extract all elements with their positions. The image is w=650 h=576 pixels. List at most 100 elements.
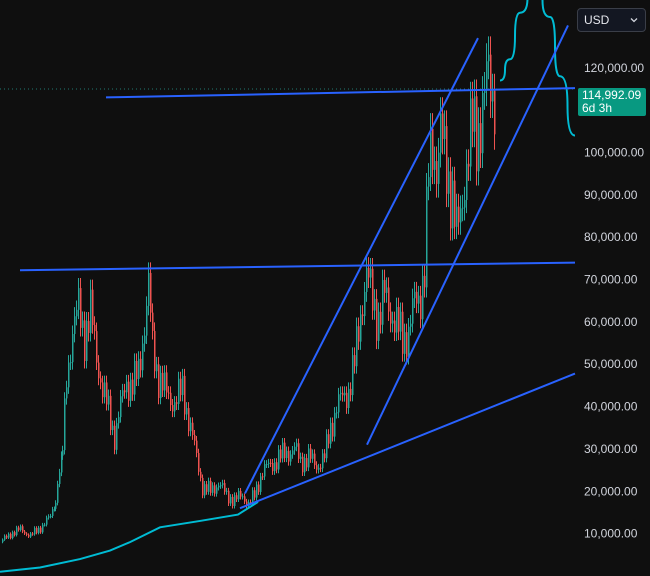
candle-body — [194, 434, 196, 441]
candle-body — [400, 311, 402, 332]
currency-dropdown[interactable]: USD — [577, 8, 646, 32]
candle-body — [442, 113, 444, 140]
candle-body — [268, 462, 270, 465]
candle-body — [336, 412, 338, 414]
candle-body — [224, 483, 226, 492]
candle-body — [294, 446, 296, 451]
candle-body — [102, 382, 104, 398]
candle-body — [126, 381, 128, 393]
candle-body — [154, 330, 156, 372]
y-axis-tick-label: 70,000.00 — [584, 273, 638, 287]
y-axis-tick-label: 120,000.00 — [584, 61, 644, 75]
candle-body — [256, 484, 258, 498]
candle-body — [234, 495, 236, 506]
candle-body — [476, 96, 478, 172]
candle-body — [412, 298, 414, 324]
candle-body — [330, 422, 332, 444]
candle-body — [216, 487, 218, 494]
candle-body — [452, 180, 454, 229]
candle-body — [86, 320, 88, 361]
candle-body — [238, 490, 240, 500]
candle-body — [96, 331, 98, 363]
candle-body — [432, 128, 434, 170]
candle-body — [300, 456, 302, 459]
candle-body — [62, 450, 64, 456]
candle-body — [170, 392, 172, 406]
candle-body — [422, 275, 424, 320]
candle-body — [332, 422, 334, 437]
candle-body — [380, 311, 382, 325]
candle-body — [482, 93, 484, 154]
trend-line — [105, 87, 576, 99]
candle-body — [172, 405, 174, 412]
candle-body — [408, 326, 410, 357]
candle-body — [78, 288, 80, 310]
currency-label: USD — [584, 13, 610, 27]
y-axis-tick-label: 90,000.00 — [584, 188, 638, 202]
candle-body — [204, 484, 206, 496]
candle-body — [274, 462, 276, 472]
candle-body — [436, 161, 438, 184]
candle-body — [55, 502, 57, 509]
candle-body — [114, 425, 116, 450]
candle-body — [350, 388, 352, 396]
candle-body — [168, 392, 170, 394]
candle-body — [254, 490, 256, 498]
candle-body — [140, 358, 142, 371]
candle-body — [120, 396, 122, 418]
candle-body — [340, 392, 342, 395]
candle-body — [344, 392, 346, 396]
candle-body — [64, 398, 66, 451]
candle-body — [324, 453, 326, 459]
candle-body — [358, 326, 360, 342]
candle-body — [200, 471, 202, 478]
candle-body — [148, 272, 150, 306]
candle-body — [236, 495, 238, 500]
candle-body — [208, 480, 210, 492]
candle-body — [228, 490, 230, 504]
candle-body — [110, 395, 112, 431]
candle-body — [488, 54, 490, 62]
candle-body — [396, 306, 398, 333]
candle-body — [128, 381, 130, 401]
candle-body — [384, 279, 386, 293]
candle-body — [262, 476, 264, 478]
candle-body — [152, 312, 154, 331]
candle-body — [196, 440, 198, 453]
candle-body — [106, 382, 108, 405]
candle-body — [44, 524, 46, 526]
candle-body — [394, 320, 396, 333]
candle-body — [318, 467, 320, 470]
y-axis-tick-label: 30,000.00 — [584, 442, 638, 456]
candle-body — [210, 480, 212, 493]
candle-body — [416, 291, 418, 304]
candle-body — [272, 462, 274, 472]
candle-body — [298, 443, 300, 459]
candle-body — [420, 295, 422, 320]
candle-body — [462, 207, 464, 209]
candle-body — [8, 533, 10, 538]
candle-body — [494, 90, 496, 135]
y-axis-tick-label: 20,000.00 — [584, 484, 638, 498]
candle-body — [112, 425, 114, 431]
candle-body — [260, 476, 262, 492]
candle-body — [108, 395, 110, 405]
candle-body — [94, 324, 96, 332]
candle-body — [184, 375, 186, 415]
candle-body — [446, 126, 448, 194]
candle-body — [356, 326, 358, 367]
candle-body — [352, 355, 354, 396]
current-price-badge: 114,992.09 6d 3h — [578, 88, 646, 116]
candle-body — [264, 464, 266, 477]
candle-body — [304, 458, 306, 473]
moving-average-line — [0, 501, 259, 573]
candle-body — [288, 450, 290, 462]
candle-body — [6, 535, 8, 538]
candle-body — [42, 524, 44, 533]
trend-line — [19, 261, 576, 272]
candle-body — [250, 502, 252, 504]
candle-body — [130, 379, 132, 401]
candle-body — [372, 268, 374, 311]
